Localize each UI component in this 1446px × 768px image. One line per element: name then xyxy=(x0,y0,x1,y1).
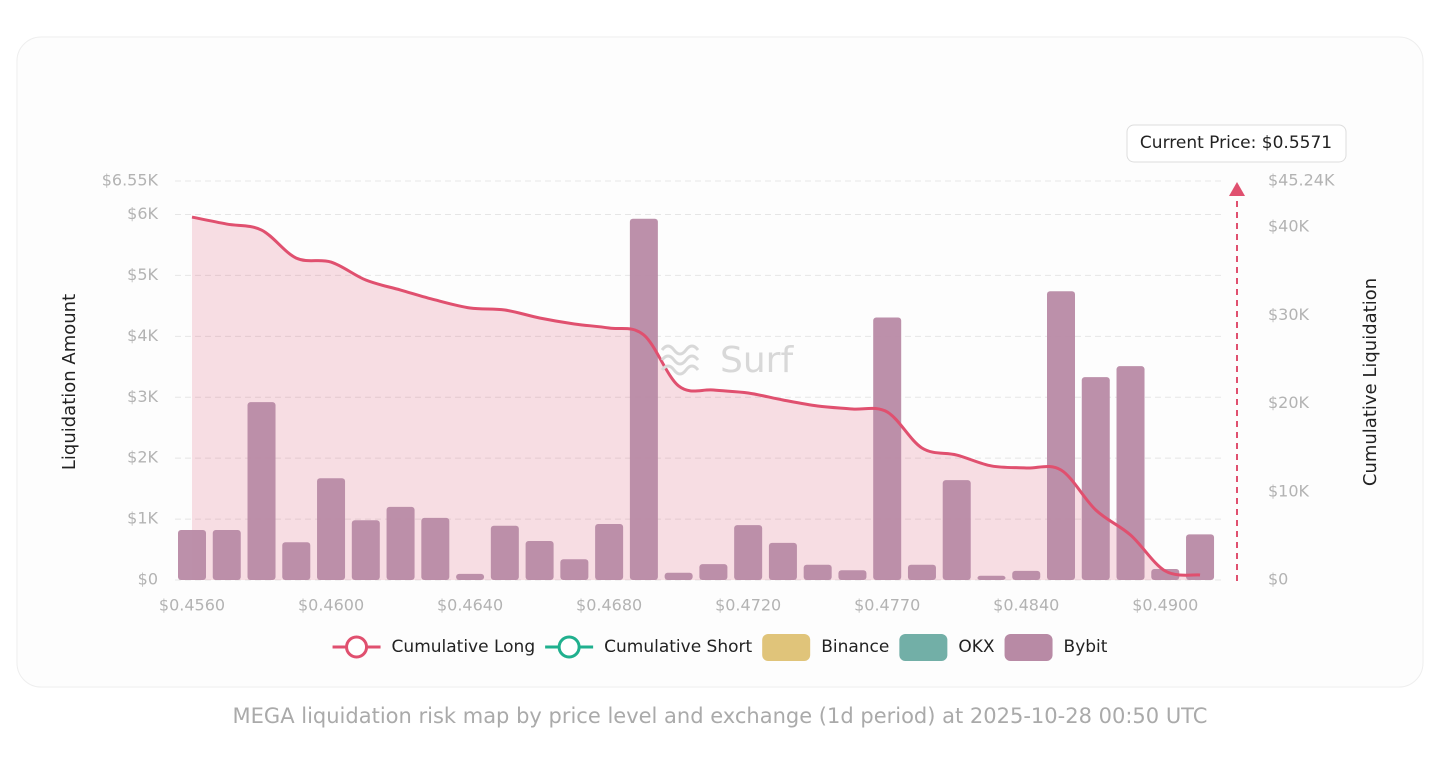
legend-item: Bybit xyxy=(1004,634,1108,661)
bar xyxy=(1081,377,1110,580)
bar xyxy=(595,523,624,580)
y-axis-title: Liquidation Amount xyxy=(59,294,80,470)
current-price-arrow xyxy=(1229,182,1245,196)
bar xyxy=(282,542,311,580)
legend-item: Cumulative Long xyxy=(332,635,536,659)
x-tick-label: $0.4560 xyxy=(159,596,225,615)
legend-label: Cumulative Short xyxy=(604,637,752,657)
bar xyxy=(942,480,971,580)
x-tick-label: $0.4680 xyxy=(576,596,642,615)
x-tick-label: $0.4770 xyxy=(854,596,920,615)
bar xyxy=(317,478,346,580)
watermark-icon xyxy=(660,344,700,376)
annotation: Current Price: $0.5571 xyxy=(1140,133,1332,153)
legend-marker xyxy=(345,635,369,659)
bar xyxy=(178,530,206,580)
legend-item: Cumulative Short xyxy=(545,635,753,659)
bar xyxy=(421,517,450,580)
legend-marker xyxy=(557,635,581,659)
bar xyxy=(456,573,485,580)
y-tick-label: $3K xyxy=(127,387,158,406)
bar xyxy=(560,559,589,580)
bar xyxy=(351,520,380,580)
y2-tick-label: $10K xyxy=(1268,481,1310,500)
y-tick-label: $0 xyxy=(138,570,158,589)
y-tick-label: $4K xyxy=(127,326,158,345)
x-tick-label: $0.4900 xyxy=(1132,596,1198,615)
line xyxy=(191,215,1201,577)
y2-axis-title: Cumulative Liquidation xyxy=(1360,278,1381,486)
y-tick-label: $6.55K xyxy=(102,171,159,190)
legend-swatch xyxy=(762,634,811,661)
bar xyxy=(1047,291,1075,580)
bar xyxy=(1186,534,1215,580)
annotation-box xyxy=(1126,124,1347,163)
y2-tick-label: $45.24K xyxy=(1268,171,1335,190)
y2-tick-label: $40K xyxy=(1268,217,1310,236)
y2-tick-label: $20K xyxy=(1268,393,1310,412)
legend-item: OKX xyxy=(899,634,995,661)
bar xyxy=(525,541,554,580)
y2-tick-label: $30K xyxy=(1268,305,1310,324)
caption: MEGA liquidation risk map by price level… xyxy=(233,704,1208,728)
bar xyxy=(386,506,415,580)
bar xyxy=(247,402,276,580)
legend-label: Cumulative Long xyxy=(392,637,536,657)
bar xyxy=(907,564,936,580)
bar xyxy=(699,564,728,580)
y-tick-label: $1K xyxy=(127,509,158,528)
legend-swatch xyxy=(899,634,948,661)
legend-label: Bybit xyxy=(1064,637,1108,657)
legend-swatch xyxy=(1004,634,1053,661)
bar xyxy=(1151,569,1180,580)
bar xyxy=(838,570,867,580)
bar xyxy=(664,572,693,580)
y2-tick-label: $0 xyxy=(1268,570,1288,589)
bar xyxy=(490,525,519,580)
bar xyxy=(1012,570,1041,580)
bar xyxy=(734,525,763,580)
y-tick-label: $2K xyxy=(127,448,158,467)
x-tick-label: $0.4600 xyxy=(298,596,364,615)
legend-label: OKX xyxy=(958,637,995,657)
y-tick-label: $6K xyxy=(127,204,158,223)
bar xyxy=(803,564,832,580)
bar xyxy=(873,317,902,580)
x-tick-label: $0.4640 xyxy=(437,596,503,615)
bar xyxy=(212,530,241,580)
x-tick-label: $0.4720 xyxy=(715,596,781,615)
y-tick-label: $5K xyxy=(127,265,158,284)
x-tick-label: $0.4840 xyxy=(993,596,1059,615)
watermark: Surf xyxy=(720,340,794,381)
bar xyxy=(1116,366,1145,580)
legend-item: Binance xyxy=(762,634,889,661)
legend-label: Binance xyxy=(821,637,889,657)
bar xyxy=(629,218,658,580)
bar xyxy=(977,575,1006,580)
bar xyxy=(768,542,797,580)
